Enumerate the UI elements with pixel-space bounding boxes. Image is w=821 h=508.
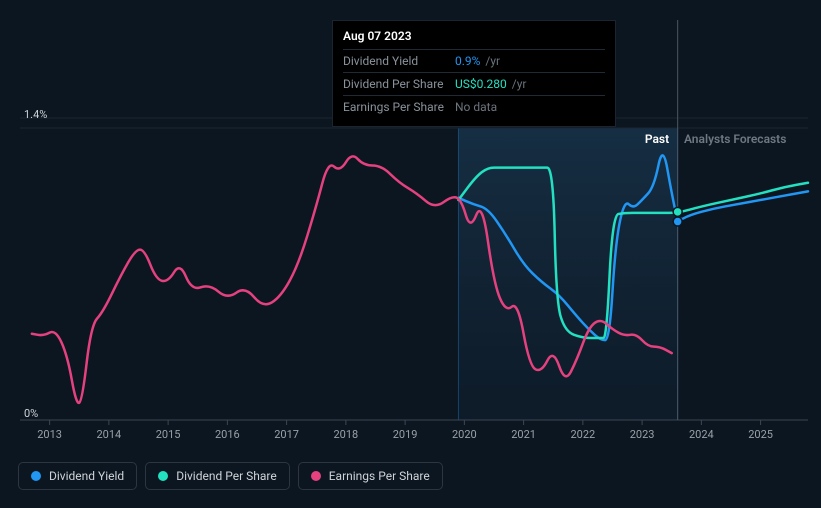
tooltip-key: Dividend Per Share xyxy=(343,77,455,91)
x-tick-label: 2024 xyxy=(689,428,714,441)
chart-legend: Dividend Yield Dividend Per Share Earnings… xyxy=(18,462,443,490)
tooltip-row: Earnings Per ShareNo data xyxy=(343,95,605,118)
x-tick-label: 2018 xyxy=(333,428,358,441)
legend-item-dividend-yield[interactable]: Dividend Yield xyxy=(18,462,137,490)
tooltip-key: Earnings Per Share xyxy=(343,100,455,114)
dividend-chart: 1.4% 0% Past Analysts Forecasts 2013 2014… xyxy=(0,0,821,508)
region-label-past: Past xyxy=(645,132,669,146)
x-tick-label: 2021 xyxy=(511,428,536,441)
region-label-forecasts: Analysts Forecasts xyxy=(684,132,786,146)
tooltip-value: No data xyxy=(455,100,497,114)
x-tick-label: 2014 xyxy=(96,428,121,441)
y-tick-min: 0% xyxy=(24,407,38,420)
tooltip-value: US$0.280 /yr xyxy=(455,77,526,91)
legend-item-earnings-per-share[interactable]: Earnings Per Share xyxy=(298,462,443,490)
legend-dot-icon xyxy=(158,471,168,481)
legend-dot-icon xyxy=(311,471,321,481)
x-tick-label: 2015 xyxy=(156,428,181,441)
x-tick-label: 2022 xyxy=(570,428,595,441)
chart-tooltip: Aug 07 2023 Dividend Yield0.9% /yrDivide… xyxy=(332,20,616,127)
tooltip-row: Dividend Yield0.9% /yr xyxy=(343,49,605,72)
x-axis-labels: 2013 2014 2015 2016 2017 2018 2019 2020 2021 2022… xyxy=(0,428,821,444)
tooltip-date: Aug 07 2023 xyxy=(343,29,605,49)
x-tick-label: 2020 xyxy=(452,428,477,441)
tooltip-row: Dividend Per ShareUS$0.280 /yr xyxy=(343,72,605,95)
tooltip-value: 0.9% /yr xyxy=(455,54,500,68)
x-tick-label: 2013 xyxy=(37,428,62,441)
legend-item-dividend-per-share[interactable]: Dividend Per Share xyxy=(145,462,290,490)
tooltip-key: Dividend Yield xyxy=(343,54,455,68)
x-tick-label: 2017 xyxy=(274,428,299,441)
x-tick-label: 2025 xyxy=(748,428,773,441)
legend-label: Dividend Per Share xyxy=(176,469,277,483)
legend-dot-icon xyxy=(31,471,41,481)
legend-label: Earnings Per Share xyxy=(329,469,430,483)
y-tick-max: 1.4% xyxy=(24,108,47,121)
x-tick-label: 2016 xyxy=(215,428,240,441)
x-tick-label: 2023 xyxy=(630,428,655,441)
x-tick-label: 2019 xyxy=(393,428,418,441)
legend-label: Dividend Yield xyxy=(49,469,124,483)
